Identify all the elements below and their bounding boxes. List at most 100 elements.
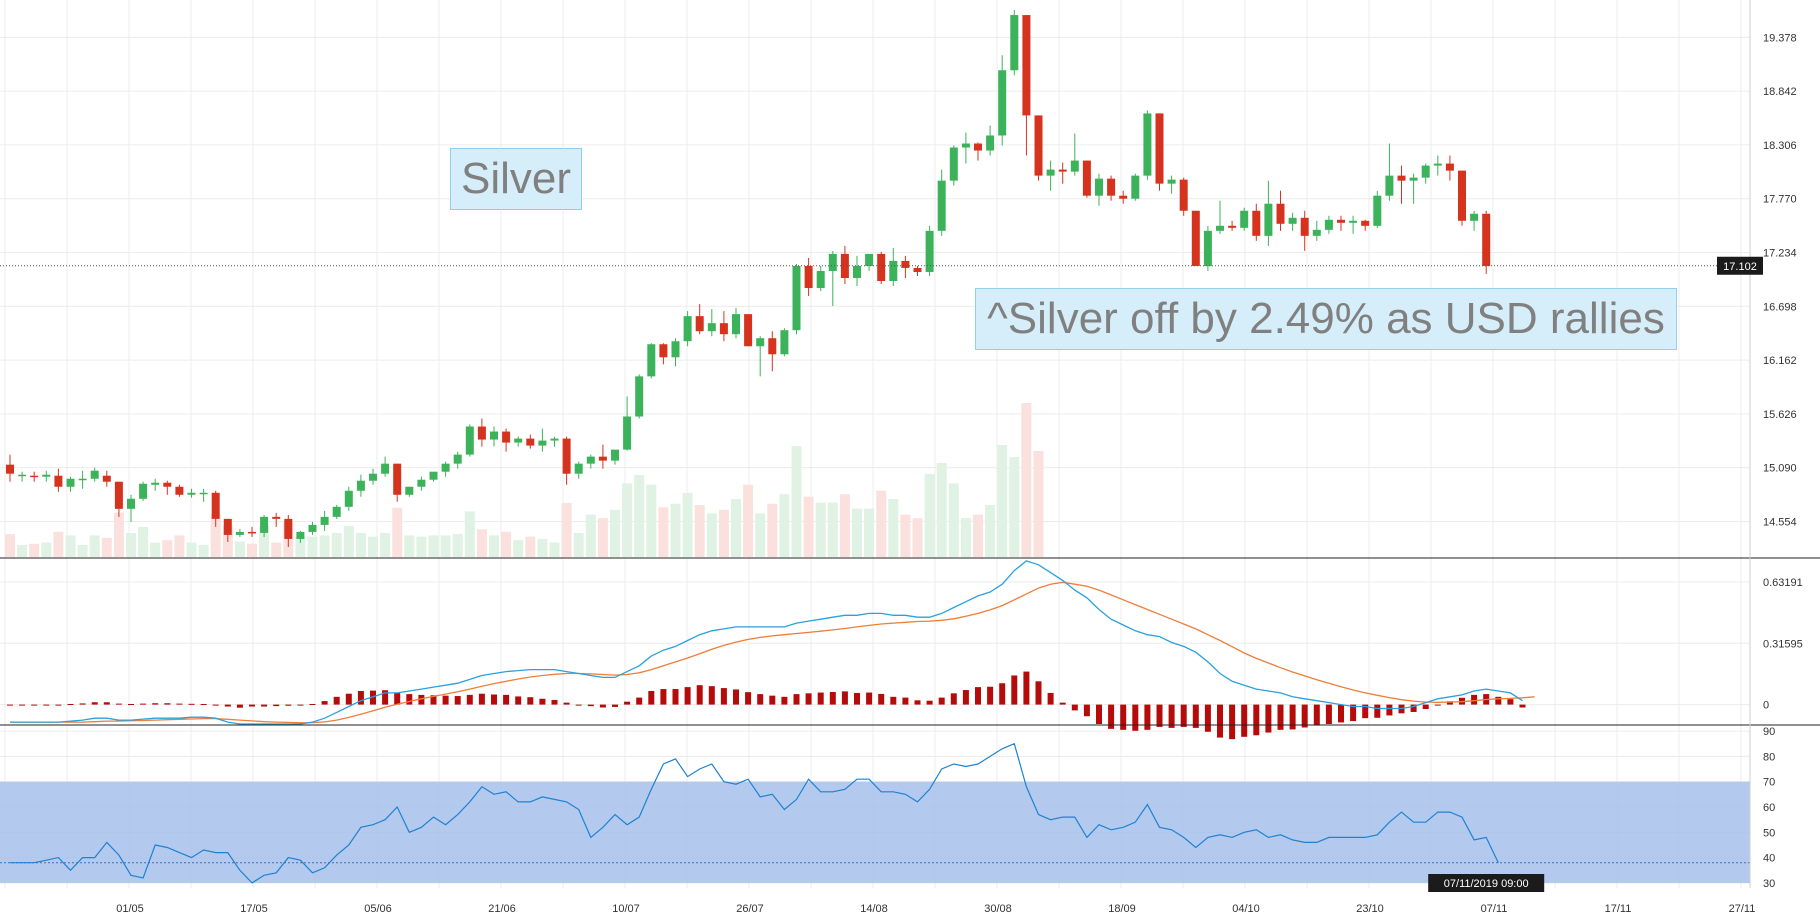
macd-histogram-bar <box>1217 704 1223 738</box>
candle-body <box>792 265 801 331</box>
volume-bar <box>162 540 173 557</box>
candle-body <box>695 316 704 332</box>
macd-histogram-bar <box>1120 704 1127 730</box>
macd-histogram-bar <box>1313 704 1320 726</box>
volume-bar <box>876 490 887 557</box>
volume-bar <box>138 527 149 557</box>
candle-body <box>211 492 220 519</box>
crosshair-date-label: 07/11/2019 09:00 <box>1444 878 1529 890</box>
volume-bar <box>501 531 512 557</box>
x-tick-label: 07/11 <box>1481 903 1508 915</box>
candle-body <box>647 344 656 377</box>
candle-body <box>1421 165 1430 178</box>
macd-histogram-bar <box>1047 692 1054 705</box>
candle-body <box>1143 113 1152 176</box>
rsi-tick-label: 90 <box>1763 726 1775 738</box>
title-annotation[interactable]: Silver <box>450 148 582 210</box>
candle-body <box>768 338 777 355</box>
macd-histogram-bar <box>188 703 195 705</box>
volume-bar <box>368 536 378 557</box>
volume-bar <box>682 493 693 557</box>
macd-histogram-bar <box>1362 704 1369 719</box>
macd-histogram-bar <box>1229 704 1236 740</box>
candle-body <box>1373 195 1382 226</box>
candle-body <box>1046 169 1055 176</box>
rsi-panel[interactable] <box>0 742 1750 884</box>
candle-body <box>732 314 740 335</box>
candle-body <box>1349 220 1358 223</box>
volume-bar <box>150 542 161 557</box>
macd-histogram-bar <box>1192 704 1199 728</box>
candle-body <box>1252 210 1261 236</box>
volume-bar <box>585 514 596 557</box>
x-tick-label: 30/08 <box>984 903 1012 915</box>
volume-bar <box>89 535 100 557</box>
macd-histogram-bar <box>1410 704 1417 712</box>
candle-body <box>1361 220 1370 226</box>
macd-histogram-bar <box>1168 704 1175 728</box>
candle-body <box>671 341 680 358</box>
macd-histogram-bar <box>1446 701 1453 705</box>
price-candles[interactable] <box>6 10 1491 547</box>
candle-body <box>816 270 825 289</box>
volume-bar <box>174 535 185 557</box>
candle-body <box>550 438 559 441</box>
macd-histogram-bar <box>1422 704 1429 710</box>
macd-histogram-bar <box>478 693 485 705</box>
macd-histogram-bar <box>297 704 304 706</box>
macd-histogram-bar <box>212 704 219 706</box>
macd-histogram-bar <box>599 704 606 708</box>
candle-body <box>1397 175 1406 181</box>
macd-histogram-bar <box>1338 704 1344 723</box>
macd-histogram-bar <box>1289 704 1296 730</box>
x-tick-label: 23/10 <box>1356 903 1384 915</box>
x-tick-label: 04/10 <box>1232 903 1260 915</box>
macd-tick-label: 0.31595 <box>1763 638 1803 650</box>
macd-histogram-bar <box>950 693 957 705</box>
volume-bar <box>973 514 983 557</box>
candle-body <box>369 473 377 481</box>
candle-body <box>127 498 135 509</box>
candle-body <box>1482 213 1491 266</box>
candle-body <box>1240 210 1249 228</box>
macd-histogram-bar <box>587 704 594 707</box>
macd-histogram-bar <box>938 697 945 705</box>
candle-body <box>949 147 958 181</box>
macd-panel[interactable] <box>7 560 1535 740</box>
candle-body <box>562 438 571 474</box>
candle-body <box>526 438 535 446</box>
volume-bar <box>101 537 112 557</box>
volume-bar <box>259 525 270 557</box>
volume-bar <box>985 505 996 557</box>
candle-body <box>1433 163 1442 166</box>
macd-histogram-bar <box>1083 704 1090 717</box>
volume-bar <box>428 535 439 557</box>
candle-body <box>151 482 160 485</box>
volume-bar <box>767 503 778 557</box>
volume-bar <box>464 511 475 557</box>
price-tick-label: 18.306 <box>1763 140 1797 152</box>
candle-body <box>320 516 329 525</box>
last-price-label: 17.102 <box>1723 261 1757 273</box>
volume-bar <box>597 518 608 557</box>
macd-histogram-bar <box>1386 704 1393 716</box>
macd-histogram-bar <box>128 704 134 706</box>
macd-histogram-bar <box>200 704 207 706</box>
rsi-tick-label: 30 <box>1763 878 1775 890</box>
macd-histogram-bar <box>563 702 570 705</box>
candle-body <box>381 463 390 474</box>
price-tick-label: 17.770 <box>1763 194 1797 206</box>
macd-histogram-bar <box>1241 704 1248 737</box>
macd-histogram-bar <box>781 696 788 705</box>
note-annotation[interactable]: ^Silver off by 2.49% as USD rallies <box>975 288 1677 350</box>
volume-bar <box>718 509 729 557</box>
macd-histogram-bar <box>684 687 691 705</box>
volume-bar <box>126 533 136 557</box>
macd-histogram-bar <box>962 690 969 705</box>
volume-bar <box>948 483 959 557</box>
macd-histogram-bar <box>829 691 836 705</box>
candle-body <box>1203 230 1212 266</box>
rsi-tick-label: 50 <box>1763 827 1775 839</box>
